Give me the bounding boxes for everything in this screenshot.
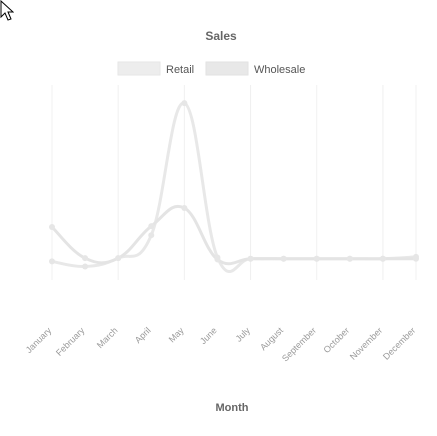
- data-point-wholesale-september[interactable]: [313, 255, 320, 262]
- legend[interactable]: Retail Wholesale: [117, 61, 305, 76]
- data-point-wholesale-january[interactable]: [49, 224, 55, 231]
- x-tick-label: August: [258, 325, 285, 352]
- chart-title: Sales: [205, 29, 237, 43]
- gridlines: [51, 85, 417, 280]
- data-point-wholesale-may[interactable]: [181, 205, 188, 212]
- x-tick-label: September: [280, 325, 318, 363]
- legend-label-retail[interactable]: Retail: [166, 64, 194, 76]
- mouse-cursor-icon: [0, 0, 14, 21]
- x-tick-label: July: [234, 325, 253, 344]
- legend-swatch-wholesale[interactable]: [205, 61, 249, 76]
- data-point-wholesale-august[interactable]: [280, 255, 287, 262]
- legend-swatch-retail[interactable]: [117, 61, 161, 76]
- data-points[interactable]: [49, 100, 419, 270]
- x-tick-label: April: [133, 325, 153, 345]
- data-point-wholesale-december[interactable]: [413, 255, 419, 262]
- x-axis-title: Month: [216, 402, 249, 414]
- x-tick-label: May: [167, 325, 186, 344]
- x-axis-ticks: January February March April May June July Augu…: [24, 325, 418, 364]
- data-point-retail-january[interactable]: [49, 258, 55, 265]
- data-point-wholesale-july[interactable]: [247, 255, 254, 262]
- legend-label-wholesale[interactable]: Wholesale: [254, 64, 305, 76]
- data-point-retail-april[interactable]: [148, 232, 155, 239]
- x-tick-label: June: [198, 325, 219, 346]
- data-point-wholesale-november[interactable]: [379, 255, 386, 262]
- series-line-wholesale: [50, 205, 416, 266]
- data-point-wholesale-march[interactable]: [115, 255, 122, 262]
- data-point-wholesale-april[interactable]: [148, 223, 155, 230]
- x-tick-label: February: [54, 325, 87, 358]
- series-lines: [50, 101, 417, 274]
- data-point-retail-february[interactable]: [82, 263, 89, 270]
- x-tick-label: March: [95, 325, 120, 350]
- data-point-wholesale-june[interactable]: [214, 256, 221, 263]
- x-tick-label: January: [24, 325, 54, 355]
- series-line-retail: [51, 101, 417, 274]
- x-tick-label: December: [381, 325, 417, 361]
- data-point-retail-may[interactable]: [181, 100, 188, 107]
- x-tick-label: November: [348, 325, 384, 361]
- data-point-wholesale-october[interactable]: [346, 255, 353, 262]
- data-point-wholesale-february[interactable]: [82, 255, 89, 262]
- x-tick-label: October: [322, 325, 352, 355]
